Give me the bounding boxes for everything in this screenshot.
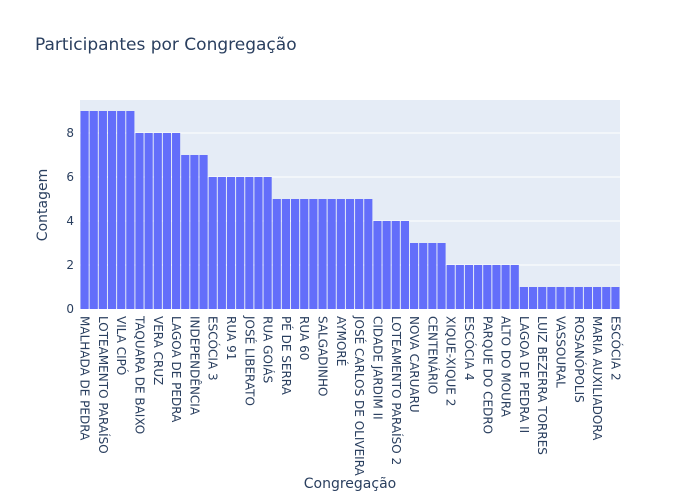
x-tick-label: MARIA AUXILIADORA <box>590 316 604 441</box>
x-tick-label: LOTEAMENTO PARAÍSO <box>96 316 111 454</box>
bar <box>446 265 455 309</box>
bar <box>419 243 428 309</box>
bar <box>263 177 272 309</box>
bar <box>556 287 565 309</box>
bar <box>501 265 510 309</box>
bar <box>510 265 519 309</box>
x-tick-label: PARQUE DO CEDRO <box>480 316 494 434</box>
chart-title: Participantes por Congregação <box>35 35 297 55</box>
x-tick-label: NOVA CARUARU <box>407 316 421 413</box>
bar <box>455 265 464 309</box>
x-tick-label: LAGOA DE PEDRA II <box>517 316 531 433</box>
bar <box>574 287 583 309</box>
y-tick-label: 0 <box>66 302 74 316</box>
x-tick-label: LOTEAMENTO PARAÍSO 2 <box>389 316 404 465</box>
bar <box>107 111 117 309</box>
x-tick-label: LUIZ BEZERRA TORRES <box>535 316 549 455</box>
x-tick-label: RUA 91 <box>224 316 238 360</box>
bar <box>208 177 217 309</box>
x-axis-title: Congregação <box>304 476 396 492</box>
bar <box>528 287 538 309</box>
x-tick-label: ROSANÓPOLIS <box>572 316 587 403</box>
bar <box>172 133 181 309</box>
x-tick-label: MALHADA DE PEDRA <box>78 316 92 441</box>
bar <box>318 199 327 309</box>
bar <box>245 177 254 309</box>
bar <box>565 287 574 309</box>
bar <box>538 287 547 309</box>
bar <box>355 199 364 309</box>
bar <box>437 243 446 309</box>
x-tick-label: VILA CIPÓ <box>114 316 129 375</box>
bar <box>483 265 492 309</box>
bar <box>162 133 172 309</box>
bar <box>309 199 318 309</box>
x-tick-label: ESCÓCIA 2 <box>608 316 623 381</box>
bar <box>226 177 236 309</box>
bar <box>327 199 336 309</box>
x-tick-label: JOSÉ CARLOS DE OLIVEIRA <box>352 315 367 477</box>
bar <box>364 199 373 309</box>
x-tick-label: RUA GOIÁS <box>261 316 276 383</box>
bar <box>519 287 528 309</box>
x-tick-label: CENTENÁRIO <box>425 316 440 394</box>
bar <box>272 199 281 309</box>
x-tick-label: ESCÓCIA 4 <box>462 316 477 381</box>
bar <box>583 287 593 309</box>
bar <box>190 155 199 309</box>
bar <box>409 243 419 309</box>
bar <box>80 111 89 309</box>
bar <box>391 221 400 309</box>
x-tick-label: AYMORÉ <box>334 316 349 366</box>
bar <box>98 111 107 309</box>
bar <box>291 199 300 309</box>
x-tick-label: RUA 60 <box>297 316 311 360</box>
bar <box>602 287 611 309</box>
x-tick-label: CIDADE JARDIM II <box>370 316 384 420</box>
x-tick-label: LAGOA DE PEDRA <box>169 316 183 423</box>
bar <box>611 287 620 309</box>
bar <box>89 111 98 309</box>
x-tick-label: TAQUARA DE BAIXO <box>132 315 146 434</box>
bar <box>345 199 355 309</box>
x-tick-label: VERA CRUZ <box>151 316 165 385</box>
bar <box>217 177 226 309</box>
y-tick-label: 8 <box>66 126 74 140</box>
x-tick-label: ESCÓCIA 3 <box>206 316 221 381</box>
bar <box>117 111 126 309</box>
bar <box>593 287 602 309</box>
bar <box>126 111 135 309</box>
x-tick-label: INDEPENDÊNCIA <box>187 316 202 416</box>
bar <box>336 199 345 309</box>
x-tick-label: VASSOURAL <box>554 316 568 388</box>
bar <box>300 199 309 309</box>
x-tick-label: PÉ DE SERRA <box>279 316 294 396</box>
bar <box>281 199 291 309</box>
bar <box>199 155 208 309</box>
bar <box>474 265 483 309</box>
bar <box>464 265 474 309</box>
bar <box>373 221 382 309</box>
y-tick-label: 4 <box>66 214 74 228</box>
x-tick-label: ALTO DO MOURA <box>499 316 513 418</box>
bar <box>492 265 501 309</box>
bar <box>428 243 437 309</box>
bar <box>254 177 263 309</box>
bar <box>181 155 190 309</box>
bar <box>547 287 556 309</box>
bar <box>382 221 391 309</box>
bar <box>400 221 409 309</box>
bar <box>236 177 245 309</box>
y-tick-label: 6 <box>66 170 74 184</box>
y-axis-title: Contagem <box>35 169 51 241</box>
x-tick-label: SALGADINHO <box>316 316 330 396</box>
x-tick-label: JOSÉ LIBERATO <box>242 315 257 406</box>
bar <box>135 133 144 309</box>
bar <box>144 133 153 309</box>
x-tick-label: XIQUE-XIQUE 2 <box>444 316 458 406</box>
bar <box>153 133 162 309</box>
y-tick-label: 2 <box>66 258 74 272</box>
